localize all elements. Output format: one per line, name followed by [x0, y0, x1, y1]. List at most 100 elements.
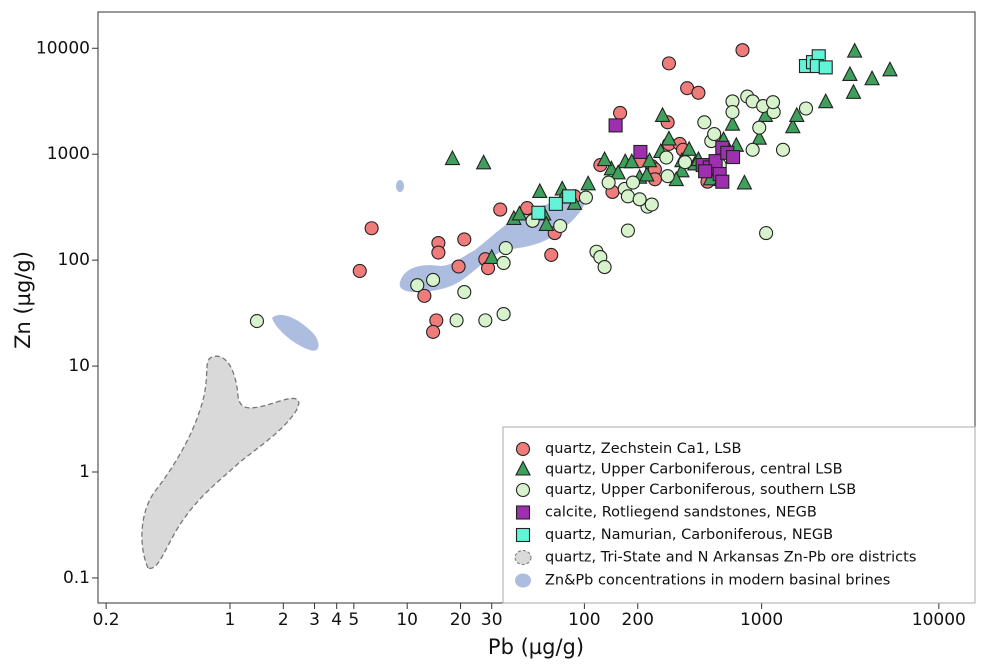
data-point: [496, 255, 511, 271]
data-point: [632, 192, 647, 207]
data-point: [798, 101, 814, 116]
data-point: [817, 92, 834, 109]
data-point: [788, 106, 805, 122]
data-point: [736, 174, 753, 190]
data-point: [846, 42, 863, 58]
y-tick-label: 10000: [36, 38, 90, 58]
data-point: [725, 105, 740, 120]
legend-label: quartz, Upper Carboniferous, southern LS…: [545, 482, 856, 498]
x-tick-label: 10: [396, 610, 418, 630]
brine-area: [272, 314, 319, 351]
data-point: [478, 313, 493, 328]
data-point: [707, 126, 722, 142]
x-tick-label: 2: [278, 610, 289, 630]
brine-area: [396, 180, 404, 192]
data-point: [417, 288, 432, 303]
data-point: [620, 223, 635, 238]
data-point: [457, 232, 472, 247]
data-point: [410, 278, 425, 293]
data-point: [538, 215, 555, 231]
data-point: [638, 166, 655, 182]
data-point: [882, 61, 898, 77]
data-point: [818, 60, 833, 75]
legend-label: Zn&Pb concentrations in modern basinal b…: [545, 573, 890, 589]
data-point: [457, 284, 472, 300]
data-point: [726, 150, 741, 165]
data-point: [431, 245, 446, 260]
data-point: [580, 175, 597, 191]
data-point: [364, 221, 379, 236]
legend-marker: [515, 505, 531, 520]
data-point: [633, 144, 648, 160]
x-axis-label: Pb (µg/g): [488, 635, 584, 659]
x-tick-label: 10000: [912, 610, 966, 630]
ore-district-area: [141, 355, 300, 569]
y-tick-label: 1: [79, 462, 90, 482]
y-tick-label: 100: [58, 250, 90, 270]
data-point: [691, 85, 706, 100]
data-point: [429, 313, 444, 328]
data-point: [752, 120, 767, 135]
data-point: [641, 151, 658, 168]
area-region: [272, 180, 587, 351]
data-point: [496, 306, 511, 322]
x-tick-label: 4: [331, 610, 342, 630]
data-point: [735, 43, 750, 58]
data-point: [449, 313, 464, 328]
legend-marker: [515, 441, 531, 457]
legend-box: [502, 426, 976, 604]
data-point: [597, 260, 612, 275]
data-point: [562, 189, 577, 204]
data-point: [625, 175, 641, 190]
data-point: [493, 202, 508, 217]
legend-label: quartz, Tri-State and N Arkansas Zn-Pb o…: [545, 550, 916, 566]
data-point: [608, 118, 623, 133]
y-tick-label: 1000: [47, 144, 90, 164]
data-point: [451, 259, 466, 274]
data-point: [444, 149, 461, 166]
y-tick-label: 0.1: [63, 568, 90, 588]
x-tick-label: 20: [450, 610, 472, 630]
area-region: [141, 355, 300, 569]
data-point: [352, 263, 367, 279]
y-tick-label: 10: [68, 356, 90, 376]
x-tick-label: 100: [568, 610, 600, 630]
data-point: [674, 162, 690, 178]
legend-label: quartz, Upper Carboniferous, central LSB: [545, 462, 843, 478]
legend-label: calcite, Rotliegend sandstones, NEGB: [545, 505, 817, 521]
data-point: [724, 115, 741, 131]
data-point: [544, 247, 559, 262]
data-point: [511, 205, 528, 221]
data-point: [601, 175, 616, 190]
data-point: [697, 115, 712, 130]
data-point: [765, 95, 781, 110]
data-point: [698, 164, 713, 179]
data-point: [864, 70, 880, 86]
legend-marker: [515, 573, 531, 588]
legend-marker: [515, 527, 531, 543]
x-tick-label: 0.2: [93, 610, 120, 630]
data-point: [715, 174, 730, 189]
data-point: [775, 142, 791, 157]
data-point: [475, 154, 492, 170]
legend-marker: [515, 460, 531, 476]
x-tick-label: 200: [622, 610, 654, 630]
data-point: [654, 106, 671, 122]
data-point: [659, 150, 674, 165]
data-point: [745, 142, 760, 157]
data-point: [249, 314, 265, 329]
data-point: [531, 182, 548, 199]
data-point: [498, 241, 513, 256]
data-point: [681, 140, 698, 156]
data-point: [426, 324, 441, 339]
x-tick-label: 3: [309, 610, 320, 630]
x-tick-label: 5: [348, 610, 359, 630]
x-tick-label: 30: [481, 610, 503, 630]
data-point: [578, 190, 593, 205]
data-point: [660, 169, 675, 184]
data-point: [644, 197, 659, 212]
data-point: [751, 129, 768, 145]
x-tick-label: 1000: [740, 610, 783, 630]
data-point: [620, 189, 635, 204]
